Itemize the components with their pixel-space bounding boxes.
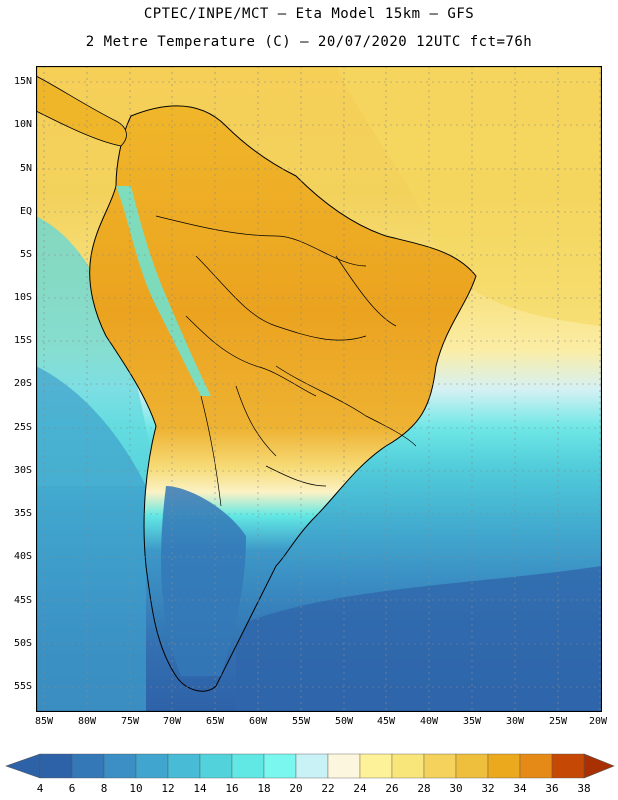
colorbar-segment: [327, 753, 361, 779]
lat-label-55s: 55S: [13, 681, 32, 692]
pacific-cold-band: [36, 366, 146, 712]
lon-label-80w: 80W: [77, 716, 97, 727]
lon-label-65w: 65W: [205, 716, 225, 727]
lon-label-20w: 20W: [588, 716, 608, 727]
lat-label-5n: 5N: [19, 163, 32, 174]
colorbar-segment: [455, 753, 489, 779]
colorbar-segment: [551, 753, 585, 779]
lon-label-75w: 75W: [120, 716, 140, 727]
colorbar-label: 32: [481, 782, 495, 795]
andes-cool-ridge: [116, 186, 211, 396]
lon-label-30w: 30W: [505, 716, 525, 727]
lon-label-50w: 50W: [334, 716, 354, 727]
colorbar-segment: [295, 753, 329, 779]
lat-label-15s: 15S: [13, 335, 32, 346]
colorbar-segment: [263, 753, 297, 779]
atlantic-cold-band: [236, 566, 602, 712]
lat-label-35s: 35S: [13, 508, 32, 519]
colorbar-segment: [167, 753, 201, 779]
colorbar-label: 26: [385, 782, 399, 795]
colorbar-label: 18: [257, 782, 271, 795]
colorbar-label: 4: [36, 782, 44, 795]
colorbar-label: 12: [161, 782, 175, 795]
map-frame: [36, 66, 602, 712]
lat-label-20s: 20S: [13, 378, 32, 389]
colorbar-label: 8: [100, 782, 108, 795]
colorbar-label: 24: [353, 782, 367, 795]
colorbar-segment: [103, 753, 137, 779]
colorbar-label: 16: [225, 782, 239, 795]
colorbar-right-arrow: [583, 753, 615, 779]
colorbar-segment: [135, 753, 169, 779]
colorbar-label: 34: [513, 782, 527, 795]
patagonia-cold: [161, 486, 246, 676]
central-america: [36, 75, 127, 147]
colorbar-label: 36: [545, 782, 559, 795]
colorbar-left-arrow: [5, 753, 41, 779]
colorbar-label: 22: [321, 782, 335, 795]
colorbar-label: 14: [193, 782, 207, 795]
lon-label-40w: 40W: [419, 716, 439, 727]
colorbar-segment: [391, 753, 425, 779]
lon-label-55w: 55W: [291, 716, 311, 727]
temperature-colorbar: [5, 753, 615, 779]
lat-label-50s: 50S: [13, 638, 32, 649]
country-borders: [155, 215, 417, 507]
lon-label-85w: 85W: [34, 716, 54, 727]
lat-label-30s: 30S: [13, 465, 32, 476]
colorbar-segment: [423, 753, 457, 779]
colorbar-label: 30: [449, 782, 463, 795]
warm-tropical-atlantic: [336, 66, 602, 326]
lat-label-10s: 10S: [13, 292, 32, 303]
lon-label-70w: 70W: [162, 716, 182, 727]
colorbar-label: 38: [577, 782, 591, 795]
lat-label-40s: 40S: [13, 551, 32, 562]
colorbar-segment: [199, 753, 233, 779]
lat-label-45s: 45S: [13, 595, 32, 606]
lat-label-5s: 5S: [19, 249, 32, 260]
map-title-line-2: 2 Metre Temperature (C) – 20/07/2020 12U…: [85, 34, 533, 50]
lon-label-45w: 45W: [376, 716, 396, 727]
lat-label-eq: EQ: [19, 206, 32, 217]
colorbar-segment: [359, 753, 393, 779]
colorbar-segment: [487, 753, 521, 779]
map-title-line-1: CPTEC/INPE/MCT – Eta Model 15km – GFS: [143, 6, 475, 22]
colorbar-label: 28: [417, 782, 431, 795]
lon-label-60w: 60W: [248, 716, 268, 727]
colorbar-label: 6: [68, 782, 76, 795]
colorbar-segment: [71, 753, 105, 779]
lon-label-35w: 35W: [462, 716, 482, 727]
colorbar-segment: [39, 753, 73, 779]
temperature-map: [36, 66, 602, 712]
colorbar-label: 10: [129, 782, 143, 795]
lat-lon-grid: [36, 66, 602, 712]
lon-label-25w: 25W: [548, 716, 568, 727]
colorbar-label: 20: [289, 782, 303, 795]
lat-label-10n: 10N: [13, 119, 32, 130]
lat-label-25s: 25S: [13, 422, 32, 433]
lat-label-15n: 15N: [13, 76, 32, 87]
colorbar-segment: [519, 753, 553, 779]
colorbar-segment: [231, 753, 265, 779]
